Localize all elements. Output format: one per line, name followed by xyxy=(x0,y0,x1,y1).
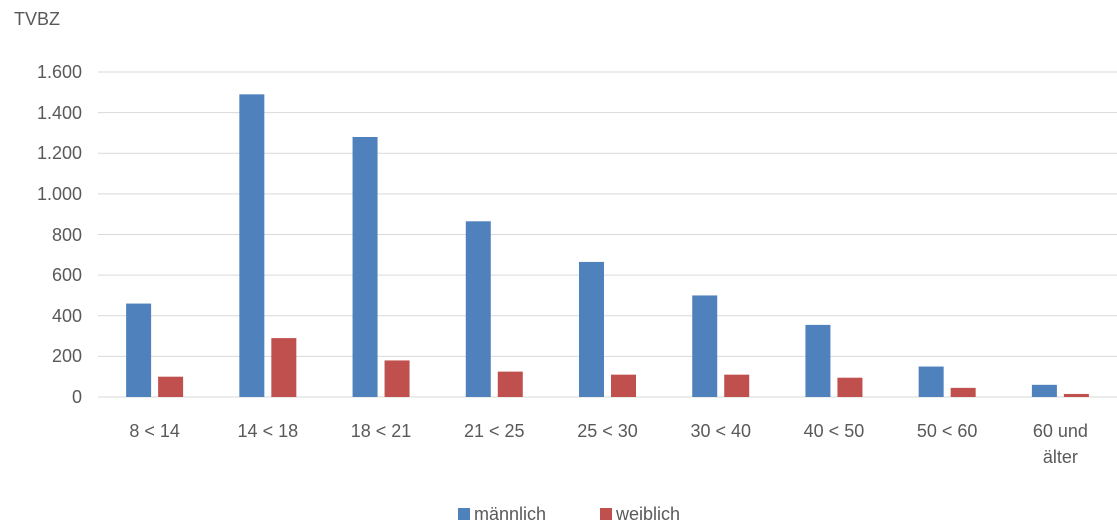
bar xyxy=(1031,384,1057,397)
bar xyxy=(352,137,378,397)
legend-swatch xyxy=(458,508,470,520)
y-tick-label: 200 xyxy=(51,346,82,367)
bar xyxy=(384,360,410,397)
legend-label: männlich xyxy=(474,504,547,524)
y-tick-label: 1.000 xyxy=(36,183,82,204)
x-tick-label: 30 < 40 xyxy=(690,421,751,441)
bar xyxy=(158,376,184,397)
y-tick-label: 1.200 xyxy=(36,143,82,164)
y-tick-label: 600 xyxy=(51,265,82,286)
bar xyxy=(692,295,718,397)
y-tick-label: 800 xyxy=(51,224,82,245)
bar xyxy=(837,377,863,397)
bar xyxy=(1063,393,1089,397)
bar xyxy=(950,387,976,397)
y-axis-title: TVBZ xyxy=(14,9,61,29)
bar xyxy=(497,371,523,397)
x-tick-label: 40 < 50 xyxy=(803,421,865,441)
x-tick-label: 21 < 25 xyxy=(463,421,525,441)
x-tick-label: 50 < 60 xyxy=(916,421,978,441)
y-tick-label: 0 xyxy=(71,387,82,407)
bar xyxy=(465,221,491,397)
bar xyxy=(239,94,265,397)
bar xyxy=(271,338,297,397)
x-tick-label: 8 < 14 xyxy=(129,421,180,441)
x-tick-label: 18 < 21 xyxy=(350,421,412,441)
bar xyxy=(579,261,604,397)
x-tick-label: 14 < 18 xyxy=(237,421,299,441)
y-tick-label: 1.600 xyxy=(36,62,82,82)
bar xyxy=(724,374,750,397)
y-tick-label: 1.400 xyxy=(36,102,82,123)
bar xyxy=(918,366,944,397)
x-tick-label: 60 und älter xyxy=(1032,421,1088,467)
bar xyxy=(611,374,636,397)
bar xyxy=(126,303,152,397)
x-tick-label: 25 < 30 xyxy=(577,421,638,441)
legend-label: weiblich xyxy=(616,504,681,524)
y-tick-label: 400 xyxy=(51,305,82,326)
bar xyxy=(805,324,831,397)
legend-swatch xyxy=(600,508,612,520)
